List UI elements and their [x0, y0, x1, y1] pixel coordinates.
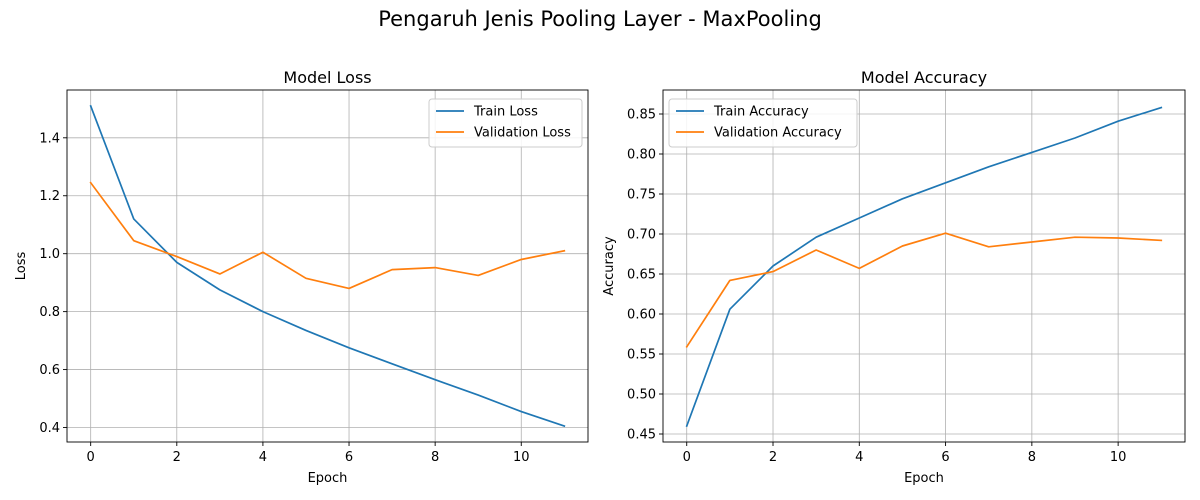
y-tick-label: 0.50: [627, 388, 656, 403]
y-tick-label: 1.4: [39, 131, 60, 146]
y-tick-label: 0.55: [627, 348, 656, 363]
x-axis-label: Epoch: [904, 471, 944, 486]
x-tick-label: 2: [173, 450, 181, 465]
y-tick-label: 0.45: [627, 428, 656, 443]
y-tick-label: 0.70: [627, 228, 656, 243]
legend-label: Validation Loss: [474, 126, 571, 141]
y-tick-label: 0.85: [627, 108, 656, 123]
y-tick-label: 1.2: [39, 189, 60, 204]
legend-box: [668, 98, 858, 148]
y-tick-label: 0.8: [39, 305, 60, 320]
x-tick-label: 0: [87, 450, 95, 465]
series-line-validation-loss: [89, 181, 566, 290]
x-tick-label: 4: [259, 450, 267, 465]
y-tick-label: 0.65: [627, 268, 656, 283]
series-line-validation-accuracy: [685, 232, 1163, 348]
legend: Train Accuracy Validation Accuracy: [668, 98, 858, 148]
legend-label: Train Loss: [473, 105, 538, 120]
x-tick-label: 0: [683, 450, 691, 465]
figure-title: Pengaruh Jenis Pooling Layer - MaxPoolin…: [378, 7, 822, 31]
x-tick-label: 2: [769, 450, 777, 465]
series-line-train-accuracy: [685, 106, 1163, 428]
legend-label: Validation Accuracy: [714, 126, 842, 141]
x-tick-label: 6: [345, 450, 353, 465]
x-tick-label: 4: [855, 450, 863, 465]
y-tick-label: 0.6: [39, 363, 60, 378]
chart-loss: 0 2 4 6 8 10 0.4 0.6 0.8 1.0 1.2 1.4 Model Loss Epoch…: [14, 68, 589, 486]
y-tick-label: 0.60: [627, 308, 656, 323]
y-axis-label: Accuracy: [602, 236, 617, 296]
x-tick-label: 6: [941, 450, 949, 465]
legend-label: Train Accuracy: [713, 105, 809, 120]
x-tick-label: 10: [1110, 450, 1127, 465]
chart-title-accuracy: Model Accuracy: [861, 68, 987, 87]
x-tick-label: 8: [431, 450, 439, 465]
y-tick-label: 0.75: [627, 188, 656, 203]
chart-title-loss: Model Loss: [283, 68, 371, 87]
y-axis-label: Loss: [14, 252, 29, 281]
legend-box: [428, 98, 583, 148]
y-tick-label: 0.80: [627, 148, 656, 163]
series-line-train-loss: [89, 104, 566, 428]
x-tick-label: 10: [513, 450, 530, 465]
x-axis-label: Epoch: [308, 471, 348, 486]
chart-accuracy: 0 2 4 6 8 10 0.45 0.50 0.55 0.60 0.65 0.70 0.75 0.80 0…: [602, 68, 1186, 486]
axes-frame: [66, 89, 589, 443]
axes-frame: [662, 89, 1186, 443]
x-tick-label: 8: [1028, 450, 1036, 465]
y-tick-label: 0.4: [39, 421, 60, 436]
y-tick-label: 1.0: [39, 247, 60, 262]
legend: Train Loss Validation Loss: [428, 98, 583, 148]
